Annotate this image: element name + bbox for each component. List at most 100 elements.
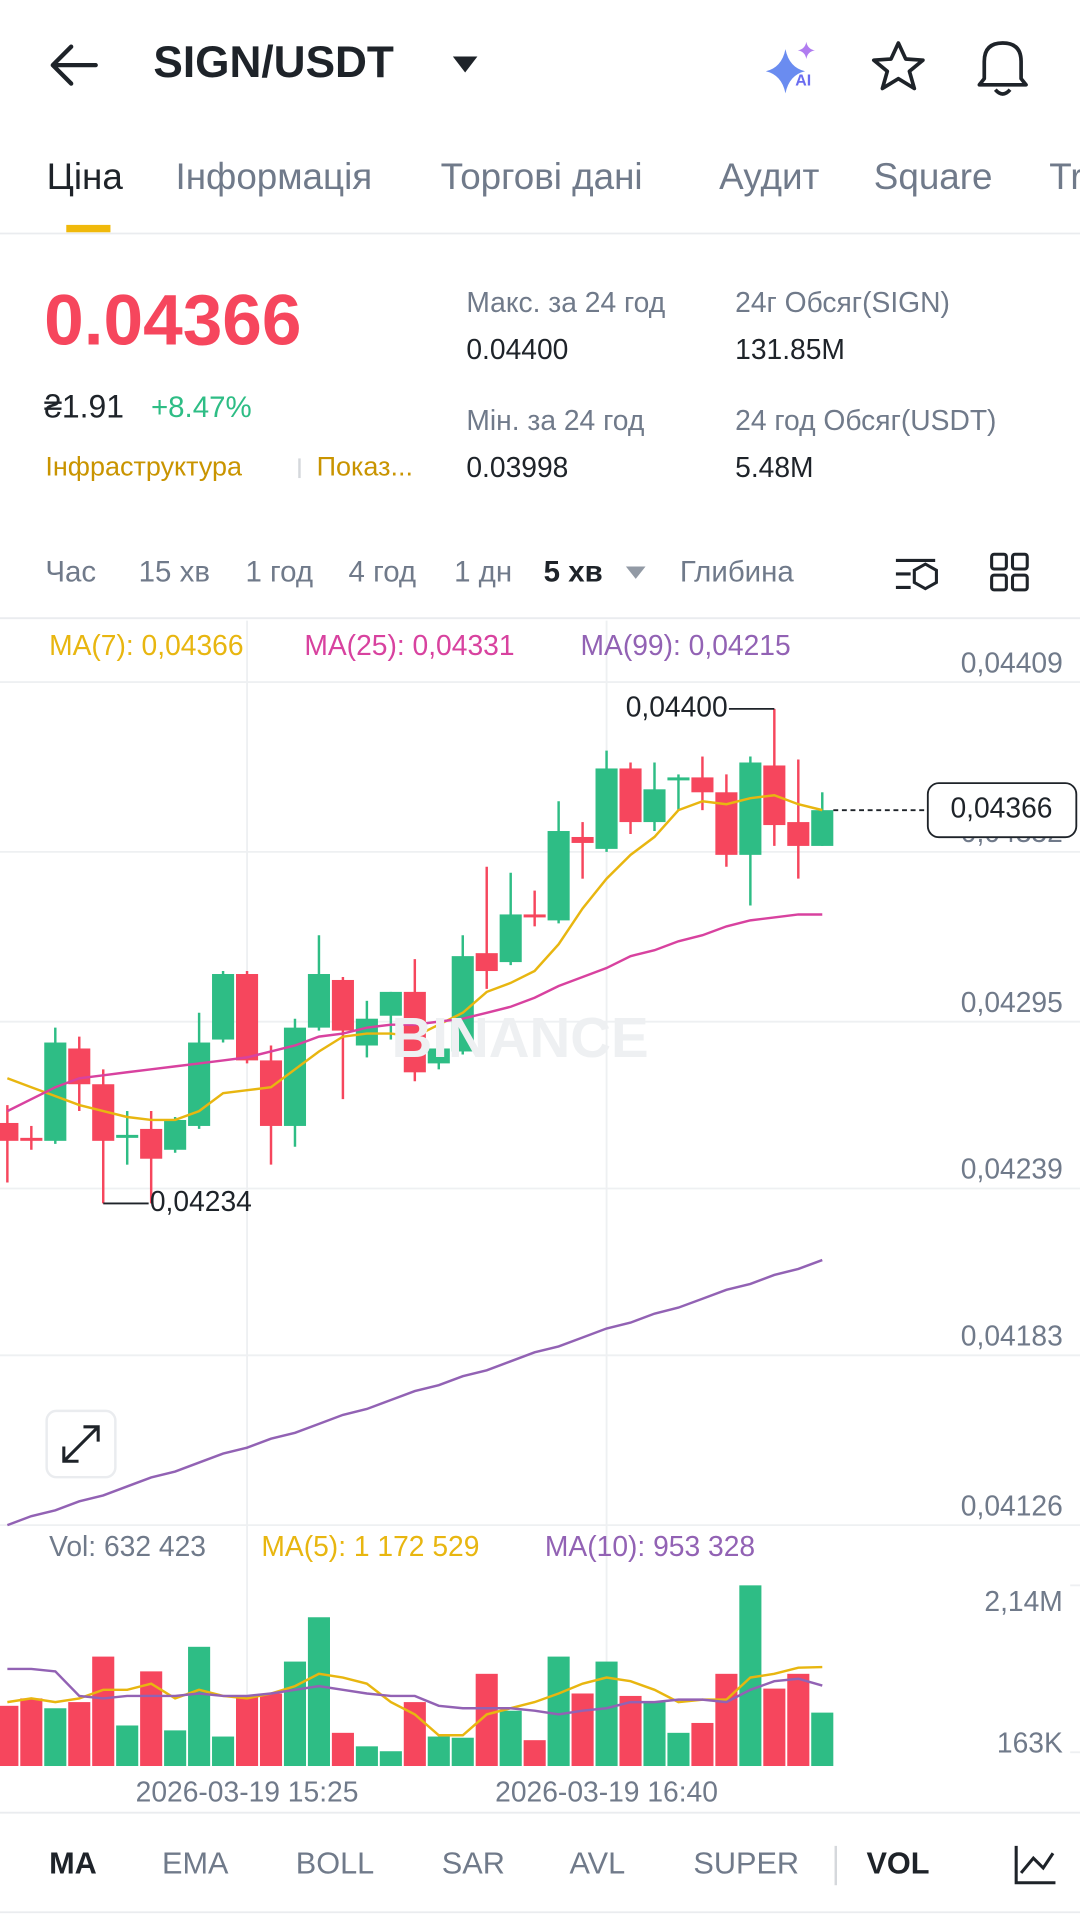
legend-entry: MA(5): 1 172 529 — [261, 1530, 479, 1562]
grid-cell — [1010, 552, 1029, 571]
volume-bar — [811, 1712, 834, 1767]
candle-body — [379, 991, 402, 1016]
candle-body — [811, 810, 834, 846]
ma-line — [6, 913, 823, 1113]
indicator-tab[interactable]: EMA — [162, 1846, 229, 1881]
volume-bar — [0, 1705, 19, 1767]
interval-dropdown[interactable] — [625, 566, 646, 579]
ma-line — [6, 793, 823, 1122]
expand-icon — [62, 1425, 100, 1463]
tag[interactable]: Показ... — [317, 451, 413, 481]
interval[interactable]: 1 дн — [454, 556, 512, 589]
settings-hex — [912, 562, 938, 591]
tab[interactable]: Торгові дані — [441, 156, 643, 197]
favorite-button[interactable] — [871, 41, 925, 91]
tab[interactable]: Інформація — [176, 156, 373, 197]
ma-line — [7, 1667, 823, 1716]
legend-entry: Vol: 632 423 — [49, 1530, 206, 1562]
volume-bar — [523, 1740, 546, 1767]
indicator-tab[interactable]: MA — [49, 1846, 97, 1881]
tag[interactable]: Інфраструктура — [45, 451, 243, 481]
icon-backdrop — [996, 1843, 1080, 1888]
candle-body — [44, 1042, 67, 1141]
candle-body — [331, 979, 354, 1031]
candle-body — [691, 777, 714, 793]
y-tick-label: 0,04183 — [961, 1320, 1063, 1352]
candle-body — [307, 974, 330, 1028]
expand-button[interactable] — [45, 1409, 117, 1479]
candle-body — [403, 991, 426, 1073]
ai-button[interactable]: AI — [765, 41, 815, 94]
tab[interactable]: Ціна — [47, 156, 124, 197]
fiat-price: ₴1.91 — [44, 389, 124, 425]
y-tick-label: 0,04239 — [961, 1153, 1063, 1185]
ma-line — [6, 1258, 823, 1527]
interval[interactable]: Глибина — [680, 556, 794, 589]
volume-bar — [188, 1646, 211, 1767]
candle-body — [595, 768, 618, 849]
volume-bar — [379, 1751, 402, 1767]
candle-body — [140, 1128, 163, 1159]
volume-bar — [547, 1656, 570, 1767]
volume-bar — [715, 1673, 738, 1767]
indicator-settings-button[interactable] — [996, 1843, 1080, 1888]
candle-body — [212, 974, 235, 1040]
volume-bar — [212, 1736, 235, 1767]
legend-entry: MA(25): 0,04331 — [304, 629, 514, 661]
legend-entry: MA(99): 0,04215 — [581, 629, 791, 661]
volume-bar — [667, 1732, 690, 1767]
volume-bar — [475, 1673, 498, 1767]
y-tick-label: 0,04295 — [961, 986, 1063, 1018]
candle-body — [739, 762, 762, 855]
candle-body — [283, 1027, 307, 1126]
candle-body — [643, 789, 666, 823]
candle-body — [787, 822, 810, 846]
volume-bar — [20, 1698, 43, 1767]
interval[interactable]: 15 хв — [139, 556, 210, 589]
volume-bar — [355, 1746, 378, 1767]
volume-bar — [68, 1702, 91, 1767]
interval[interactable]: 1 год — [245, 556, 313, 589]
indicator-tab[interactable]: AVL — [569, 1846, 625, 1881]
candle-body — [523, 914, 546, 918]
candle-body — [0, 1122, 19, 1141]
volume-bar — [92, 1656, 115, 1767]
tab[interactable]: Tr — [1049, 156, 1080, 197]
volume-bar — [619, 1695, 642, 1767]
interval[interactable]: 5 хв — [544, 556, 603, 589]
volume-bar — [283, 1661, 307, 1767]
indicator-tab[interactable]: SAR — [442, 1846, 505, 1881]
volume-bar — [571, 1693, 594, 1767]
settings-lines — [895, 558, 936, 589]
tab[interactable]: Аудит — [719, 156, 819, 197]
candle-body — [499, 914, 522, 963]
notification-button[interactable] — [977, 41, 1028, 96]
stat-value: 0.04400 — [466, 333, 568, 365]
back-button[interactable] — [50, 44, 98, 86]
stat-label: 24г Обсяг(SIGN) — [735, 286, 950, 318]
volume-bar — [763, 1688, 786, 1767]
chart-settings-button[interactable] — [895, 558, 938, 591]
watermark: BINANCE — [392, 1006, 649, 1069]
volume-bar — [235, 1695, 259, 1767]
volume-bar — [595, 1661, 618, 1767]
volume-bar — [451, 1737, 474, 1767]
ai-text: AI — [795, 72, 811, 89]
indicator-tab[interactable]: SUPER — [693, 1846, 799, 1881]
pair-dropdown[interactable] — [452, 56, 478, 73]
legend-entry: MA(10): 953 328 — [545, 1530, 755, 1562]
tab[interactable]: Square — [874, 156, 993, 197]
interval[interactable]: 4 год — [349, 556, 417, 589]
bell — [977, 41, 1028, 87]
candle-body — [259, 1060, 283, 1126]
volume-bar — [739, 1585, 762, 1767]
layout-button[interactable] — [990, 552, 1029, 592]
y-tick-label: 2,14M — [984, 1585, 1062, 1617]
indicator-tab[interactable]: BOLL — [296, 1846, 374, 1881]
indicator-tab[interactable]: VOL — [866, 1846, 929, 1881]
candle-body — [116, 1134, 139, 1138]
interval[interactable]: Час — [45, 556, 96, 589]
stat-value: 131.85M — [735, 333, 845, 365]
